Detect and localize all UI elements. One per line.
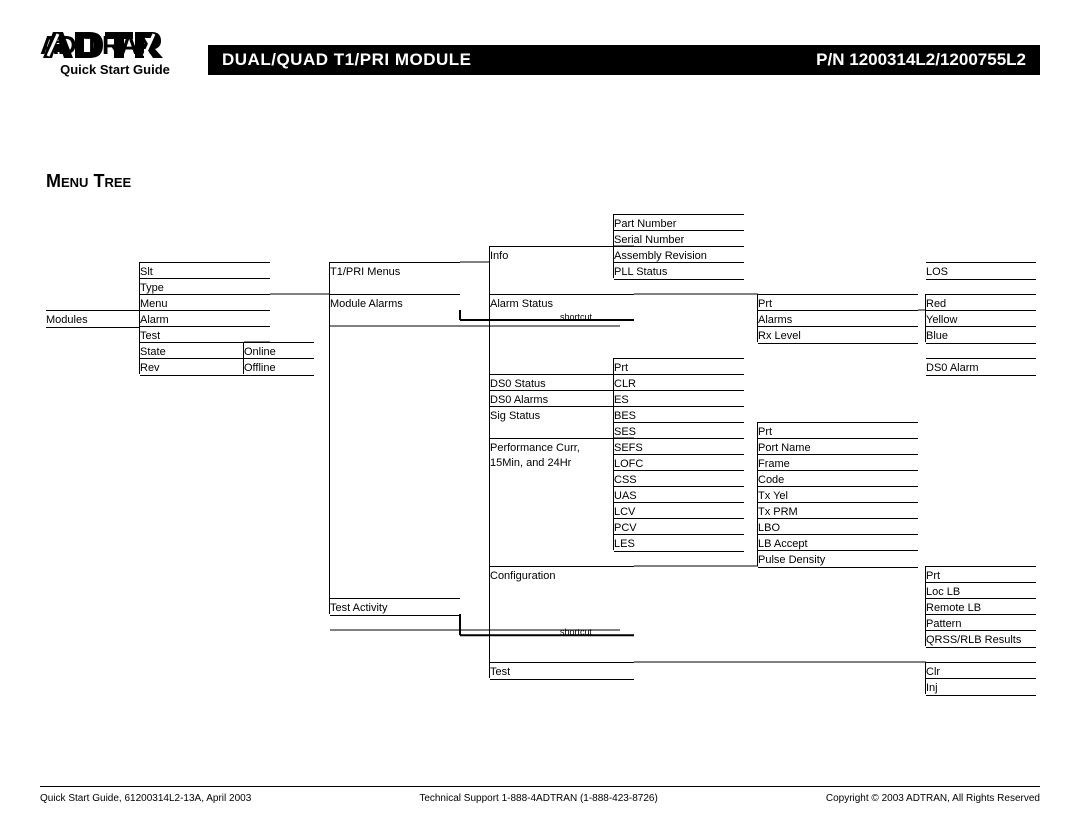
title-left: DUAL/QUAD T1/PRI MODULE bbox=[222, 50, 472, 70]
tree-cell: T1/PRI Menus bbox=[330, 262, 460, 279]
tree-cell: Modules bbox=[46, 310, 140, 328]
tree-cell: LOS bbox=[926, 262, 1036, 280]
tree-cell: Loc LB bbox=[926, 582, 1036, 599]
tree-cell: Alarm bbox=[140, 310, 270, 327]
tree-cell: Inj bbox=[926, 678, 1036, 696]
tree-cell: Sig Status bbox=[490, 406, 634, 423]
tree-cell: LES bbox=[614, 534, 744, 552]
tree-cell: Module Alarms bbox=[330, 294, 460, 311]
tree-cell: CSS bbox=[614, 470, 744, 487]
tree-cell: Serial Number bbox=[614, 230, 744, 247]
tree-cell: Prt bbox=[926, 566, 1036, 583]
tree-cell: Configuration bbox=[490, 566, 634, 583]
section-title: Menu Tree bbox=[46, 171, 1040, 192]
footer-right: Copyright © 2003 ADTRAN, All Rights Rese… bbox=[826, 793, 1040, 804]
tree-cell: Rx Level bbox=[758, 326, 918, 344]
title-right: P/N 1200314L2/1200755L2 bbox=[816, 50, 1026, 70]
footer-left: Quick Start Guide, 61200314L2-13A, April… bbox=[40, 793, 251, 804]
titlebar: DUAL/QUAD T1/PRI MODULE P/N 1200314L2/12… bbox=[208, 45, 1040, 75]
tree-cell: Part Number bbox=[614, 214, 744, 231]
tree-cell: Test bbox=[140, 326, 270, 343]
tree-cell: PLL Status bbox=[614, 262, 744, 280]
tree-cell: DS0 Alarm bbox=[926, 358, 1036, 376]
shortcut-label: shortcut bbox=[560, 308, 620, 324]
tree-cell: QRSS/RLB Results bbox=[926, 630, 1036, 648]
tree-cell: DS0 Status bbox=[490, 374, 634, 391]
tree-cell: Pulse Density bbox=[758, 550, 918, 568]
tree-cell: LCV bbox=[614, 502, 744, 519]
tree-cell: Remote LB bbox=[926, 598, 1036, 615]
tree-cell: Type bbox=[140, 278, 270, 295]
tree-cell: Test bbox=[490, 662, 634, 680]
menu-tree-diagram: ModulesSltTypeMenuAlarmTestStateRevOnlin… bbox=[40, 206, 1040, 730]
tree-cell: Frame bbox=[758, 454, 918, 471]
tree-cell: Alarms bbox=[758, 310, 918, 327]
tree-cell: Red bbox=[926, 294, 1036, 311]
tree-cell: BES bbox=[614, 406, 744, 423]
tree-cell: ES bbox=[614, 390, 744, 407]
tree-cell: Slt bbox=[140, 262, 270, 279]
tree-cell: UAS bbox=[614, 486, 744, 503]
tree-cell: Menu bbox=[140, 294, 270, 311]
tree-cell: Info bbox=[490, 246, 634, 263]
tree-cell: Yellow bbox=[926, 310, 1036, 327]
tree-cell: LB Accept bbox=[758, 534, 918, 551]
footer-center: Technical Support 1-888-4ADTRAN (1-888-4… bbox=[419, 793, 657, 804]
tree-cell: SEFS bbox=[614, 438, 744, 455]
tree-cell: PCV bbox=[614, 518, 744, 535]
tree-cell: LOFC bbox=[614, 454, 744, 471]
tree-cell: Prt bbox=[758, 422, 918, 439]
topbar: AD T RAN Quick Start Guide DUAL/QUAD T1/… bbox=[40, 30, 1040, 77]
tree-cell: Tx Yel bbox=[758, 486, 918, 503]
tree-cell: Offline bbox=[244, 358, 314, 376]
tree-cell: Assembly Revision bbox=[614, 246, 744, 263]
tree-cell: DS0 Alarms bbox=[490, 390, 634, 407]
tree-cell: Clr bbox=[926, 662, 1036, 679]
tree-cell: Tx PRM bbox=[758, 502, 918, 519]
tree-cell: Prt bbox=[758, 294, 918, 311]
tree-cell: 15Min, and 24Hr bbox=[490, 454, 634, 470]
logo-block: AD T RAN Quick Start Guide bbox=[40, 30, 190, 77]
quick-start-label: Quick Start Guide bbox=[60, 62, 170, 77]
tree-cell: Code bbox=[758, 470, 918, 487]
tree-cell: Online bbox=[244, 342, 314, 359]
tree-cell: Pattern bbox=[926, 614, 1036, 631]
shortcut-label: shortcut bbox=[560, 623, 620, 639]
adtran-logo: AD T RAN bbox=[40, 30, 190, 60]
tree-cell: Prt bbox=[614, 358, 744, 375]
tree-cell: CLR bbox=[614, 374, 744, 391]
tree-cell: Blue bbox=[926, 326, 1036, 344]
tree-cell: LBO bbox=[758, 518, 918, 535]
svg-text:T: T bbox=[84, 30, 100, 60]
tree-cell: Performance Curr, bbox=[490, 438, 634, 455]
tree-cell: Port Name bbox=[758, 438, 918, 455]
tree-cell: Test Activity bbox=[330, 598, 460, 616]
footer: Quick Start Guide, 61200314L2-13A, April… bbox=[40, 786, 1040, 804]
tree-cell: SES bbox=[614, 422, 744, 439]
